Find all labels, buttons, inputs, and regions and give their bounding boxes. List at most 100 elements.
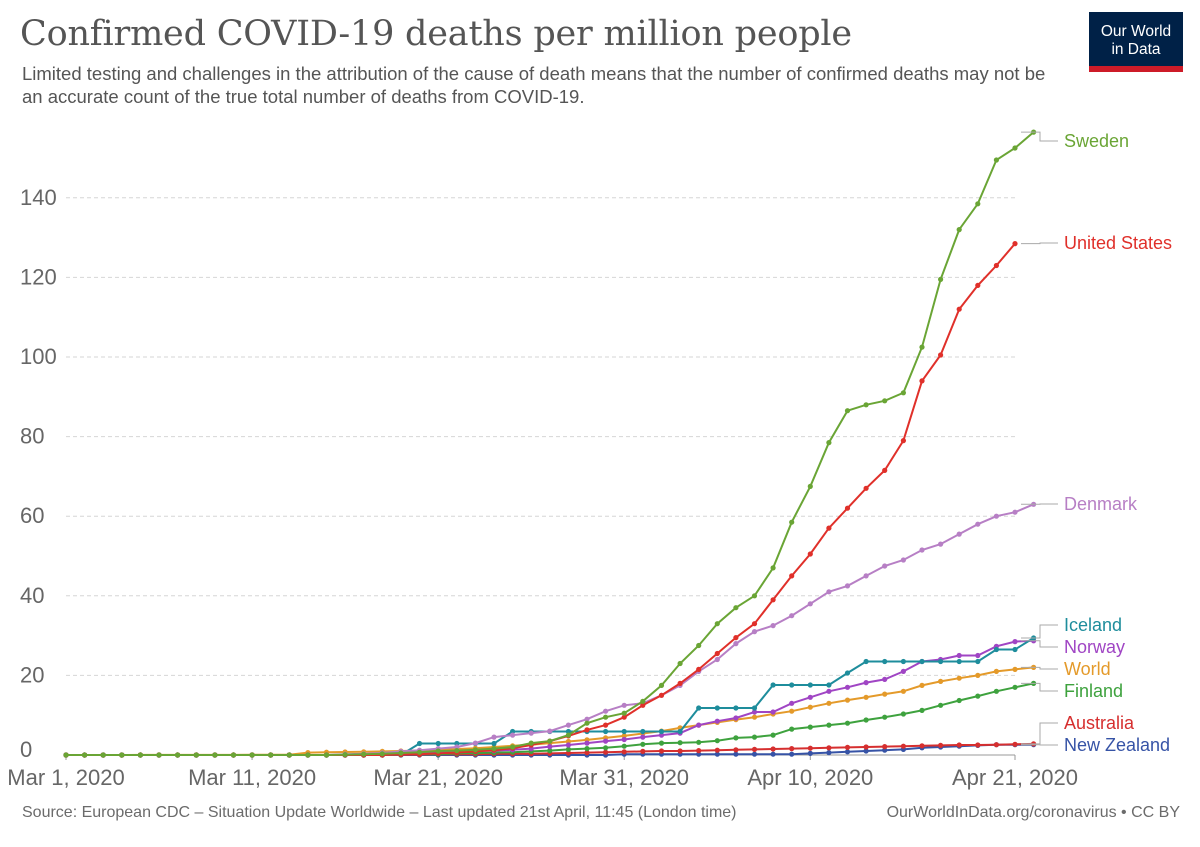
- credit-link[interactable]: OurWorldInData.org/coronavirus • CC BY: [886, 804, 1180, 821]
- data-point-sweden: [193, 752, 199, 758]
- data-point-finland: [956, 697, 962, 704]
- data-point-united-states: [603, 722, 609, 728]
- data-point-united-states: [696, 666, 702, 673]
- data-point-iceland: [696, 705, 702, 711]
- series-line-united-states: [66, 242, 1016, 756]
- data-point-new-zealand: [770, 751, 776, 757]
- data-point-norway: [696, 722, 702, 728]
- data-point-world: [900, 688, 907, 694]
- data-point-sweden: [323, 752, 330, 758]
- data-point-united-states: [1012, 241, 1018, 247]
- data-point-finland: [603, 745, 609, 751]
- line-chart: 0 20 40 60 80 100 120 140 Mar 1, 2020 Mar 11, 202…: [7, 129, 1172, 790]
- data-point-new-zealand: [751, 751, 758, 757]
- data-point-united-states: [900, 438, 907, 444]
- data-point-australia: [993, 742, 1000, 748]
- y-tick-label: 0: [20, 737, 32, 762]
- data-point-sweden: [863, 402, 869, 408]
- data-point-sweden: [63, 752, 69, 758]
- data-point-iceland: [770, 682, 776, 688]
- data-point-norway: [789, 700, 795, 706]
- data-point-norway: [882, 676, 888, 683]
- data-point-sweden: [640, 698, 646, 704]
- data-point-united-states: [863, 485, 869, 491]
- data-point-denmark: [956, 531, 962, 537]
- data-point-norway: [956, 652, 962, 659]
- data-point-new-zealand: [826, 750, 832, 756]
- data-point-world: [1012, 666, 1018, 673]
- data-point-finland: [919, 707, 925, 714]
- data-point-iceland: [993, 646, 1000, 653]
- data-point-sweden: [919, 344, 925, 350]
- data-point-finland: [547, 748, 553, 754]
- data-point-new-zealand: [789, 751, 795, 757]
- data-point-australia: [677, 748, 683, 754]
- data-point-sweden: [696, 642, 702, 649]
- data-point-denmark: [938, 541, 944, 547]
- data-point-iceland: [416, 740, 423, 747]
- data-point-norway: [621, 736, 627, 743]
- data-point-finland: [789, 726, 795, 732]
- data-point-australia: [640, 748, 646, 755]
- series-label-iceland: Iceland: [1064, 615, 1122, 635]
- data-point-australia: [938, 742, 944, 749]
- data-point-new-zealand: [882, 747, 888, 753]
- data-point-new-zealand: [696, 751, 702, 757]
- leader-line-australia: [1021, 722, 1058, 745]
- data-point-sweden: [379, 751, 385, 757]
- data-point-finland: [938, 702, 944, 708]
- data-point-denmark: [714, 656, 720, 663]
- data-point-denmark: [751, 629, 758, 635]
- data-point-norway: [714, 718, 720, 724]
- data-point-australia: [751, 746, 758, 753]
- data-point-finland: [975, 693, 981, 699]
- data-point-sweden: [472, 747, 478, 753]
- data-point-norway: [770, 709, 776, 715]
- data-point-finland: [658, 740, 665, 746]
- data-point-denmark: [919, 547, 925, 553]
- data-point-norway: [658, 732, 665, 738]
- data-point-norway: [640, 734, 646, 740]
- data-point-new-zealand: [863, 748, 869, 754]
- data-point-denmark: [900, 557, 907, 563]
- owid-logo[interactable]: Our World in Data: [1089, 12, 1183, 72]
- data-point-sweden: [603, 714, 609, 720]
- data-point-denmark: [826, 589, 832, 595]
- data-point-iceland: [603, 728, 609, 735]
- data-point-denmark: [733, 641, 739, 647]
- leader-line-iceland: [1021, 624, 1058, 639]
- data-point-denmark: [882, 563, 888, 569]
- data-point-australia: [714, 747, 720, 753]
- series-label-norway: Norway: [1064, 637, 1125, 657]
- data-point-australia: [844, 744, 851, 751]
- data-point-sweden: [305, 752, 311, 758]
- data-point-denmark: [993, 513, 1000, 519]
- data-point-united-states: [751, 621, 758, 627]
- leader-line-world: [1021, 666, 1058, 670]
- data-point-denmark: [621, 702, 627, 708]
- data-point-norway: [844, 684, 851, 690]
- data-point-sweden: [398, 750, 404, 756]
- data-point-united-states: [584, 727, 590, 733]
- data-point-sweden: [156, 752, 162, 758]
- x-tick-label: Mar 31, 2020: [559, 765, 689, 790]
- data-point-norway: [975, 652, 981, 659]
- data-point-united-states: [826, 525, 832, 531]
- data-point-iceland: [658, 728, 665, 735]
- data-point-iceland: [751, 705, 758, 711]
- data-point-sweden: [528, 740, 534, 746]
- data-point-iceland: [844, 670, 851, 676]
- data-point-norway: [565, 742, 572, 748]
- data-point-finland: [900, 711, 907, 717]
- data-point-iceland: [677, 728, 683, 735]
- data-point-united-states: [770, 597, 776, 603]
- data-point-united-states: [844, 505, 851, 511]
- data-point-united-states: [640, 702, 646, 708]
- data-point-finland: [770, 732, 776, 738]
- data-point-finland: [863, 717, 869, 723]
- data-point-sweden: [342, 752, 348, 758]
- data-point-iceland: [807, 682, 813, 688]
- data-point-iceland: [640, 728, 646, 735]
- data-point-sweden: [212, 752, 218, 758]
- data-point-united-states: [882, 467, 888, 473]
